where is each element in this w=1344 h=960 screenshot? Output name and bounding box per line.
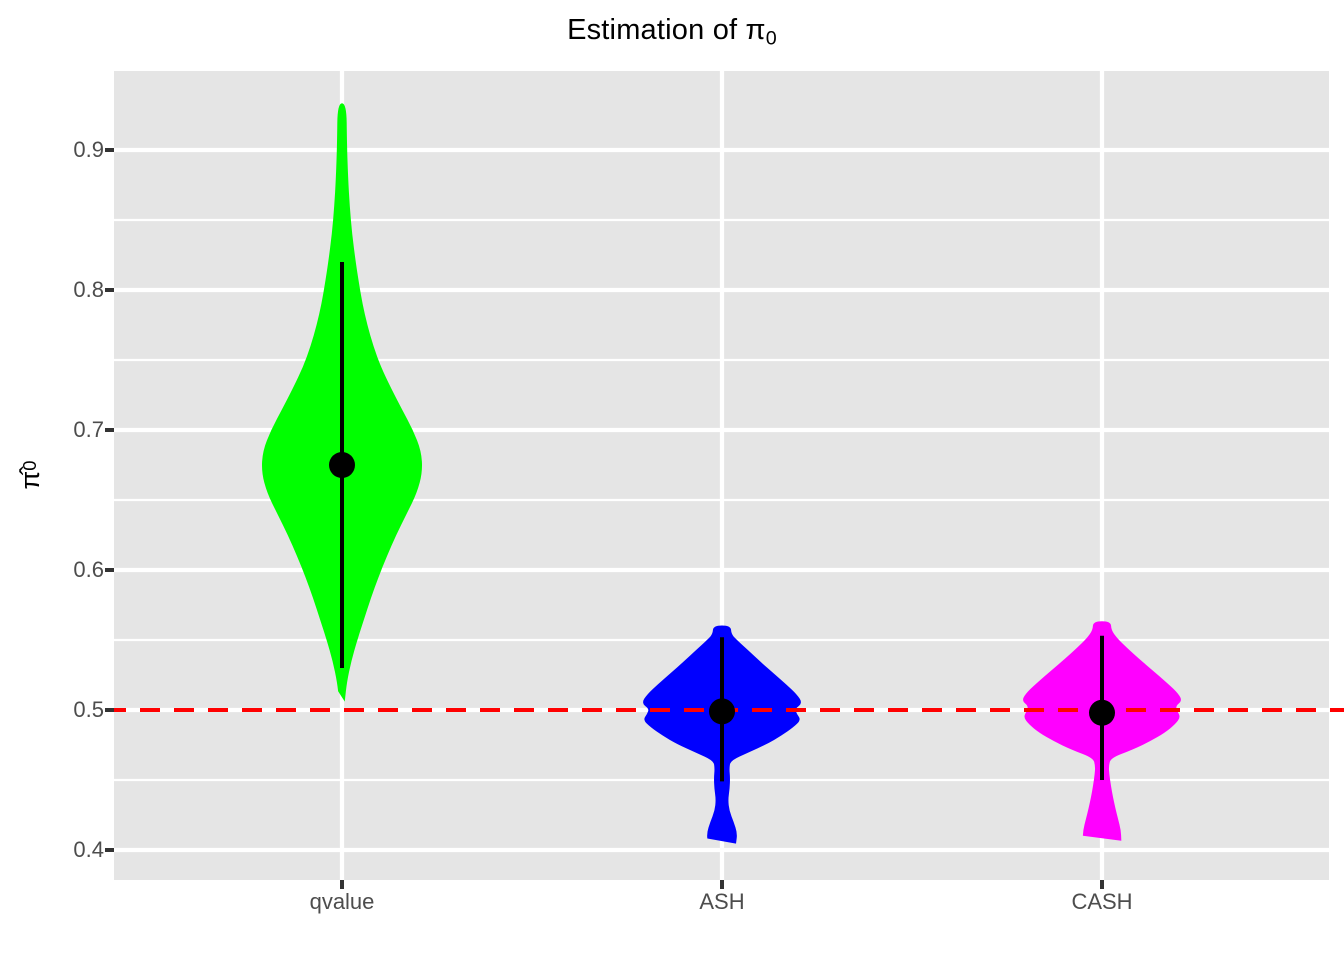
y-tick-label: 0.5 bbox=[73, 697, 104, 722]
y-tick-label: 0.6 bbox=[73, 557, 104, 582]
mean-point-qvalue bbox=[329, 452, 355, 478]
x-tick-label-ASH: ASH bbox=[699, 889, 745, 914]
axis-ticks bbox=[105, 148, 1104, 889]
y-tick-labels: 0.4 0.5 0.6 0.7 0.8 0.9 bbox=[0, 0, 104, 960]
title-subscript: 0 bbox=[765, 27, 777, 50]
y-tick-label: 0.8 bbox=[73, 277, 104, 302]
mean-point-ASH bbox=[709, 698, 735, 725]
mean-points bbox=[329, 452, 1115, 726]
y-tick-label: 0.9 bbox=[73, 137, 104, 162]
title-text: Estimation of π bbox=[567, 14, 766, 46]
page-title: Estimation of π0 bbox=[0, 14, 1344, 51]
x-tick-label-CASH: CASH bbox=[1071, 889, 1133, 914]
y-tick-label: 0.4 bbox=[73, 837, 104, 862]
y-tick-label: 0.7 bbox=[73, 417, 104, 442]
mean-point-CASH bbox=[1089, 699, 1115, 726]
x-tick-label-qvalue: qvalue bbox=[309, 889, 375, 914]
